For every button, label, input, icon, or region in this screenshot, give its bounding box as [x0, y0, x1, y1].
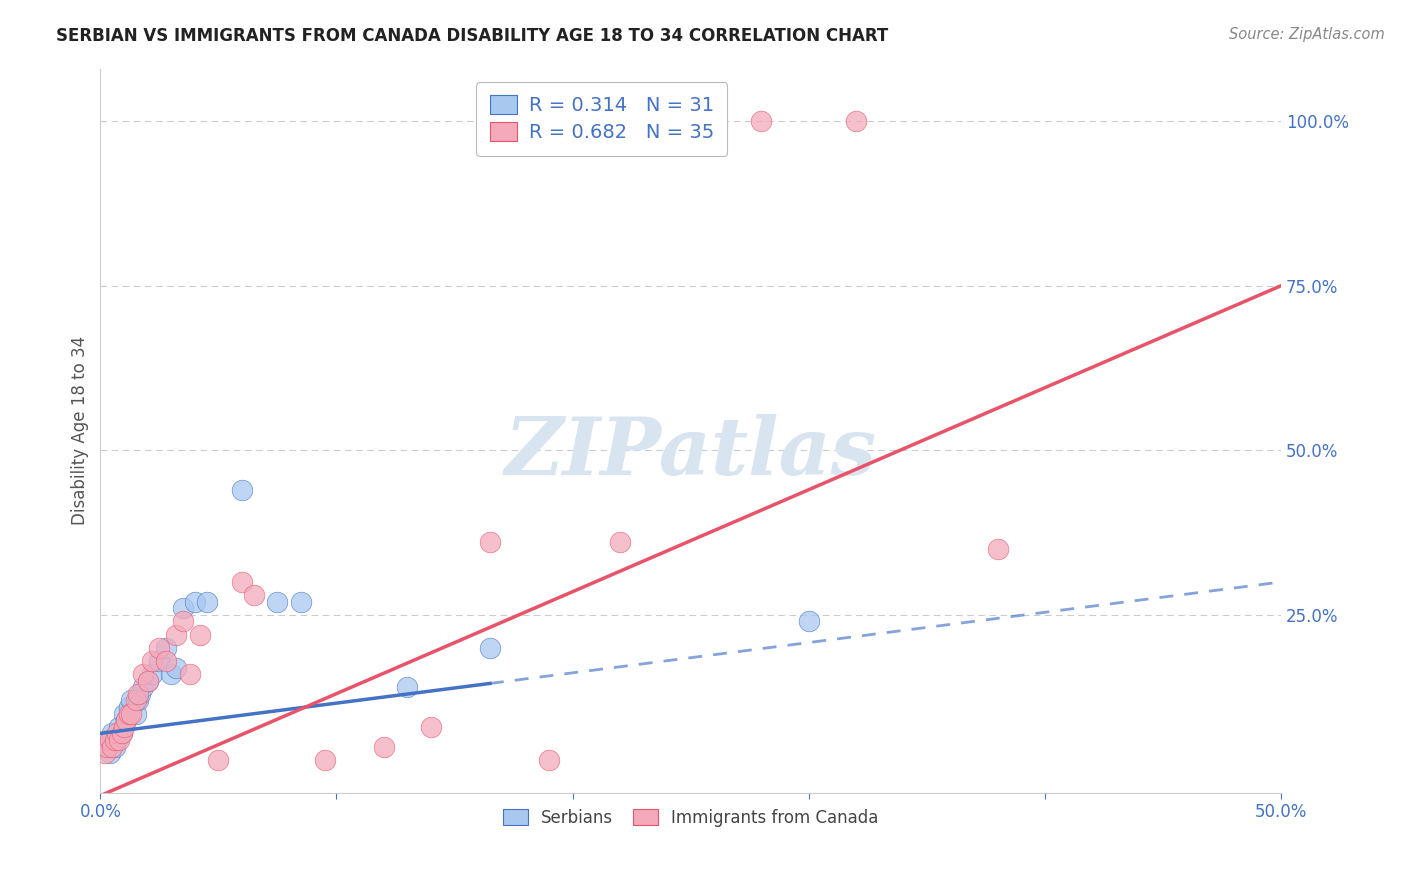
Point — [105, 726, 128, 740]
Point — [141, 667, 163, 681]
Point — [132, 681, 155, 695]
Point — [127, 693, 149, 707]
Point — [110, 726, 132, 740]
Point — [132, 667, 155, 681]
Point — [125, 706, 148, 721]
Point — [478, 535, 501, 549]
Point — [129, 687, 152, 701]
Point — [165, 660, 187, 674]
Point — [148, 654, 170, 668]
Point — [314, 753, 336, 767]
Point — [155, 640, 177, 655]
Point — [112, 720, 135, 734]
Point — [184, 595, 207, 609]
Point — [98, 733, 121, 747]
Text: Source: ZipAtlas.com: Source: ZipAtlas.com — [1229, 27, 1385, 42]
Point — [195, 595, 218, 609]
Point — [231, 483, 253, 497]
Point — [118, 700, 141, 714]
Point — [98, 746, 121, 760]
Point — [96, 733, 118, 747]
Point — [103, 733, 125, 747]
Point — [118, 706, 141, 721]
Point — [105, 733, 128, 747]
Point — [373, 739, 395, 754]
Point — [110, 726, 132, 740]
Point — [101, 739, 124, 754]
Point — [419, 720, 441, 734]
Point — [141, 654, 163, 668]
Point — [108, 733, 131, 747]
Point — [101, 726, 124, 740]
Point — [478, 640, 501, 655]
Point — [155, 654, 177, 668]
Point — [396, 681, 419, 695]
Point — [207, 753, 229, 767]
Point — [243, 588, 266, 602]
Point — [751, 114, 773, 128]
Point — [160, 667, 183, 681]
Point — [179, 667, 201, 681]
Text: ZIPatlas: ZIPatlas — [505, 414, 877, 491]
Point — [537, 753, 560, 767]
Point — [987, 542, 1010, 557]
Point — [108, 720, 131, 734]
Point — [148, 640, 170, 655]
Point — [120, 693, 142, 707]
Point — [127, 687, 149, 701]
Point — [125, 693, 148, 707]
Point — [94, 739, 117, 754]
Point — [231, 574, 253, 589]
Point — [94, 746, 117, 760]
Point — [290, 595, 312, 609]
Point — [609, 535, 631, 549]
Point — [96, 739, 118, 754]
Point — [136, 673, 159, 688]
Point — [797, 615, 820, 629]
Point — [103, 739, 125, 754]
Y-axis label: Disability Age 18 to 34: Disability Age 18 to 34 — [72, 336, 89, 525]
Point — [266, 595, 288, 609]
Point — [172, 601, 194, 615]
Point — [120, 706, 142, 721]
Point — [188, 628, 211, 642]
Point — [136, 673, 159, 688]
Point — [172, 615, 194, 629]
Point — [112, 706, 135, 721]
Point — [115, 713, 138, 727]
Text: SERBIAN VS IMMIGRANTS FROM CANADA DISABILITY AGE 18 TO 34 CORRELATION CHART: SERBIAN VS IMMIGRANTS FROM CANADA DISABI… — [56, 27, 889, 45]
Point — [165, 628, 187, 642]
Point — [845, 114, 868, 128]
Point — [115, 713, 138, 727]
Legend: Serbians, Immigrants from Canada: Serbians, Immigrants from Canada — [495, 800, 887, 835]
